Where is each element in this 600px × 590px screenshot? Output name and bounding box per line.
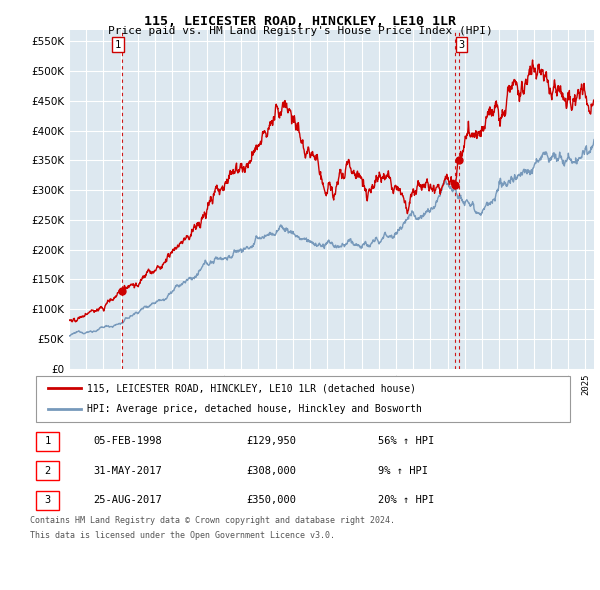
Text: 115, LEICESTER ROAD, HINCKLEY, LE10 1LR (detached house): 115, LEICESTER ROAD, HINCKLEY, LE10 1LR … bbox=[87, 384, 416, 394]
Text: 1: 1 bbox=[44, 437, 50, 446]
Text: 56% ↑ HPI: 56% ↑ HPI bbox=[378, 437, 434, 446]
Text: 05-FEB-1998: 05-FEB-1998 bbox=[93, 437, 162, 446]
Text: Price paid vs. HM Land Registry's House Price Index (HPI): Price paid vs. HM Land Registry's House … bbox=[107, 26, 493, 36]
Text: 31-MAY-2017: 31-MAY-2017 bbox=[93, 466, 162, 476]
Text: 3: 3 bbox=[44, 496, 50, 505]
Text: 3: 3 bbox=[458, 40, 464, 50]
Text: HPI: Average price, detached house, Hinckley and Bosworth: HPI: Average price, detached house, Hinc… bbox=[87, 404, 422, 414]
Text: 9% ↑ HPI: 9% ↑ HPI bbox=[378, 466, 428, 476]
Text: 25-AUG-2017: 25-AUG-2017 bbox=[93, 496, 162, 505]
Text: 20% ↑ HPI: 20% ↑ HPI bbox=[378, 496, 434, 505]
Text: This data is licensed under the Open Government Licence v3.0.: This data is licensed under the Open Gov… bbox=[30, 531, 335, 540]
Text: 1: 1 bbox=[115, 40, 121, 50]
Text: £350,000: £350,000 bbox=[246, 496, 296, 505]
Text: 2: 2 bbox=[44, 466, 50, 476]
Text: £129,950: £129,950 bbox=[246, 437, 296, 446]
Text: £308,000: £308,000 bbox=[246, 466, 296, 476]
Text: 115, LEICESTER ROAD, HINCKLEY, LE10 1LR: 115, LEICESTER ROAD, HINCKLEY, LE10 1LR bbox=[144, 15, 456, 28]
Text: Contains HM Land Registry data © Crown copyright and database right 2024.: Contains HM Land Registry data © Crown c… bbox=[30, 516, 395, 525]
